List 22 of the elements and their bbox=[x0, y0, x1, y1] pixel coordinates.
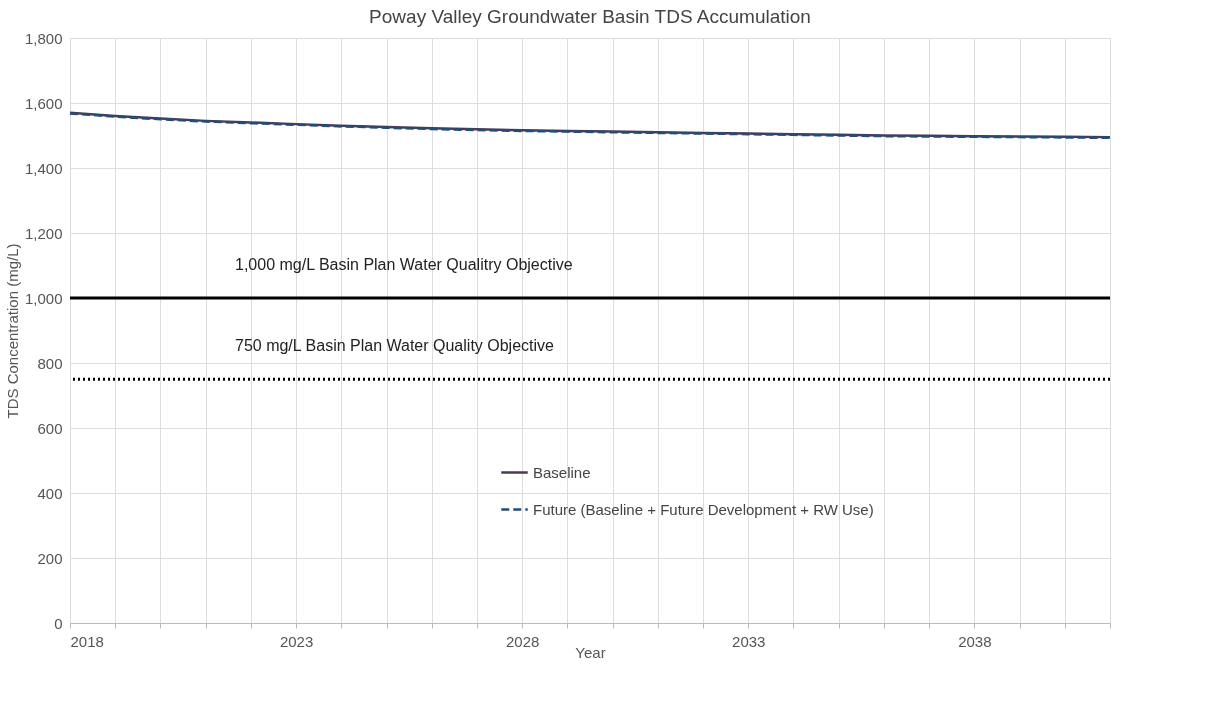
y-tick-label: 600 bbox=[37, 419, 63, 437]
y-tick-label: 1,400 bbox=[24, 159, 63, 177]
ref-line-label: 1,000 mg/L Basin Plan Water Qualitry Objective bbox=[235, 256, 573, 273]
y-tick-label: 1,600 bbox=[24, 94, 63, 112]
ref-line-label: 750 mg/L Basin Plan Water Quality Objective bbox=[235, 337, 555, 355]
legend-label: Baseline bbox=[533, 463, 591, 481]
y-tick-label: 200 bbox=[37, 549, 63, 567]
y-tick-label: 400 bbox=[37, 484, 63, 502]
y-axis-title: TDS Concentration (mg/L) bbox=[3, 243, 21, 419]
chart-title: Poway Valley Groundwater Basin TDS Accumulation bbox=[369, 6, 811, 27]
y-tick-label: 0 bbox=[54, 614, 63, 632]
x-tick-label: 2023 bbox=[279, 632, 314, 650]
x-tick-label: 2018 bbox=[70, 632, 104, 650]
x-axis-title: Year bbox=[575, 643, 606, 661]
y-tick-label: 800 bbox=[37, 354, 63, 372]
x-tick-label: 2028 bbox=[505, 632, 540, 650]
legend-label: Future (Baseline + Future Development + RW Use) bbox=[533, 500, 874, 518]
x-tick-label: 2038 bbox=[958, 632, 992, 650]
y-tick-label: 1,200 bbox=[24, 224, 63, 242]
x-tick-label: 2033 bbox=[732, 632, 766, 650]
y-tick-label: 1,800 bbox=[24, 29, 63, 47]
y-tick-label: 1,000 bbox=[24, 289, 63, 307]
